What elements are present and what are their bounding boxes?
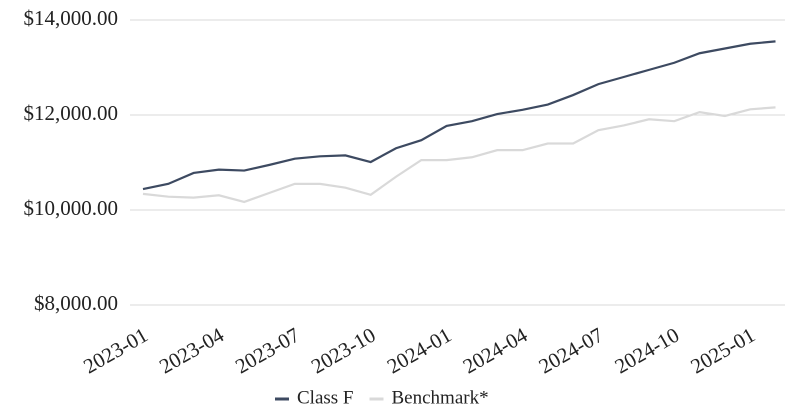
legend-label: Benchmark* [392,387,489,408]
legend-label: Class F [297,387,354,408]
y-tick-label: $14,000.00 [24,6,119,30]
x-tick-label: 2024-07 [535,323,608,379]
y-tick-label: $8,000.00 [34,291,118,315]
x-tick-label: 2023-04 [155,322,228,378]
x-tick-label: 2023-01 [79,323,152,379]
y-tick-label: $12,000.00 [24,101,119,125]
series-line [142,40,776,191]
x-tick-label: 2024-04 [459,322,532,378]
series-line [142,106,776,204]
x-tick-label: 2023-10 [307,323,380,379]
x-tick-label: 2024-10 [611,323,684,379]
x-tick-label: 2025-01 [686,323,759,379]
y-tick-label: $10,000.00 [24,196,119,220]
x-tick-label: 2023-07 [231,323,304,379]
x-tick-label: 2024-01 [383,323,456,379]
